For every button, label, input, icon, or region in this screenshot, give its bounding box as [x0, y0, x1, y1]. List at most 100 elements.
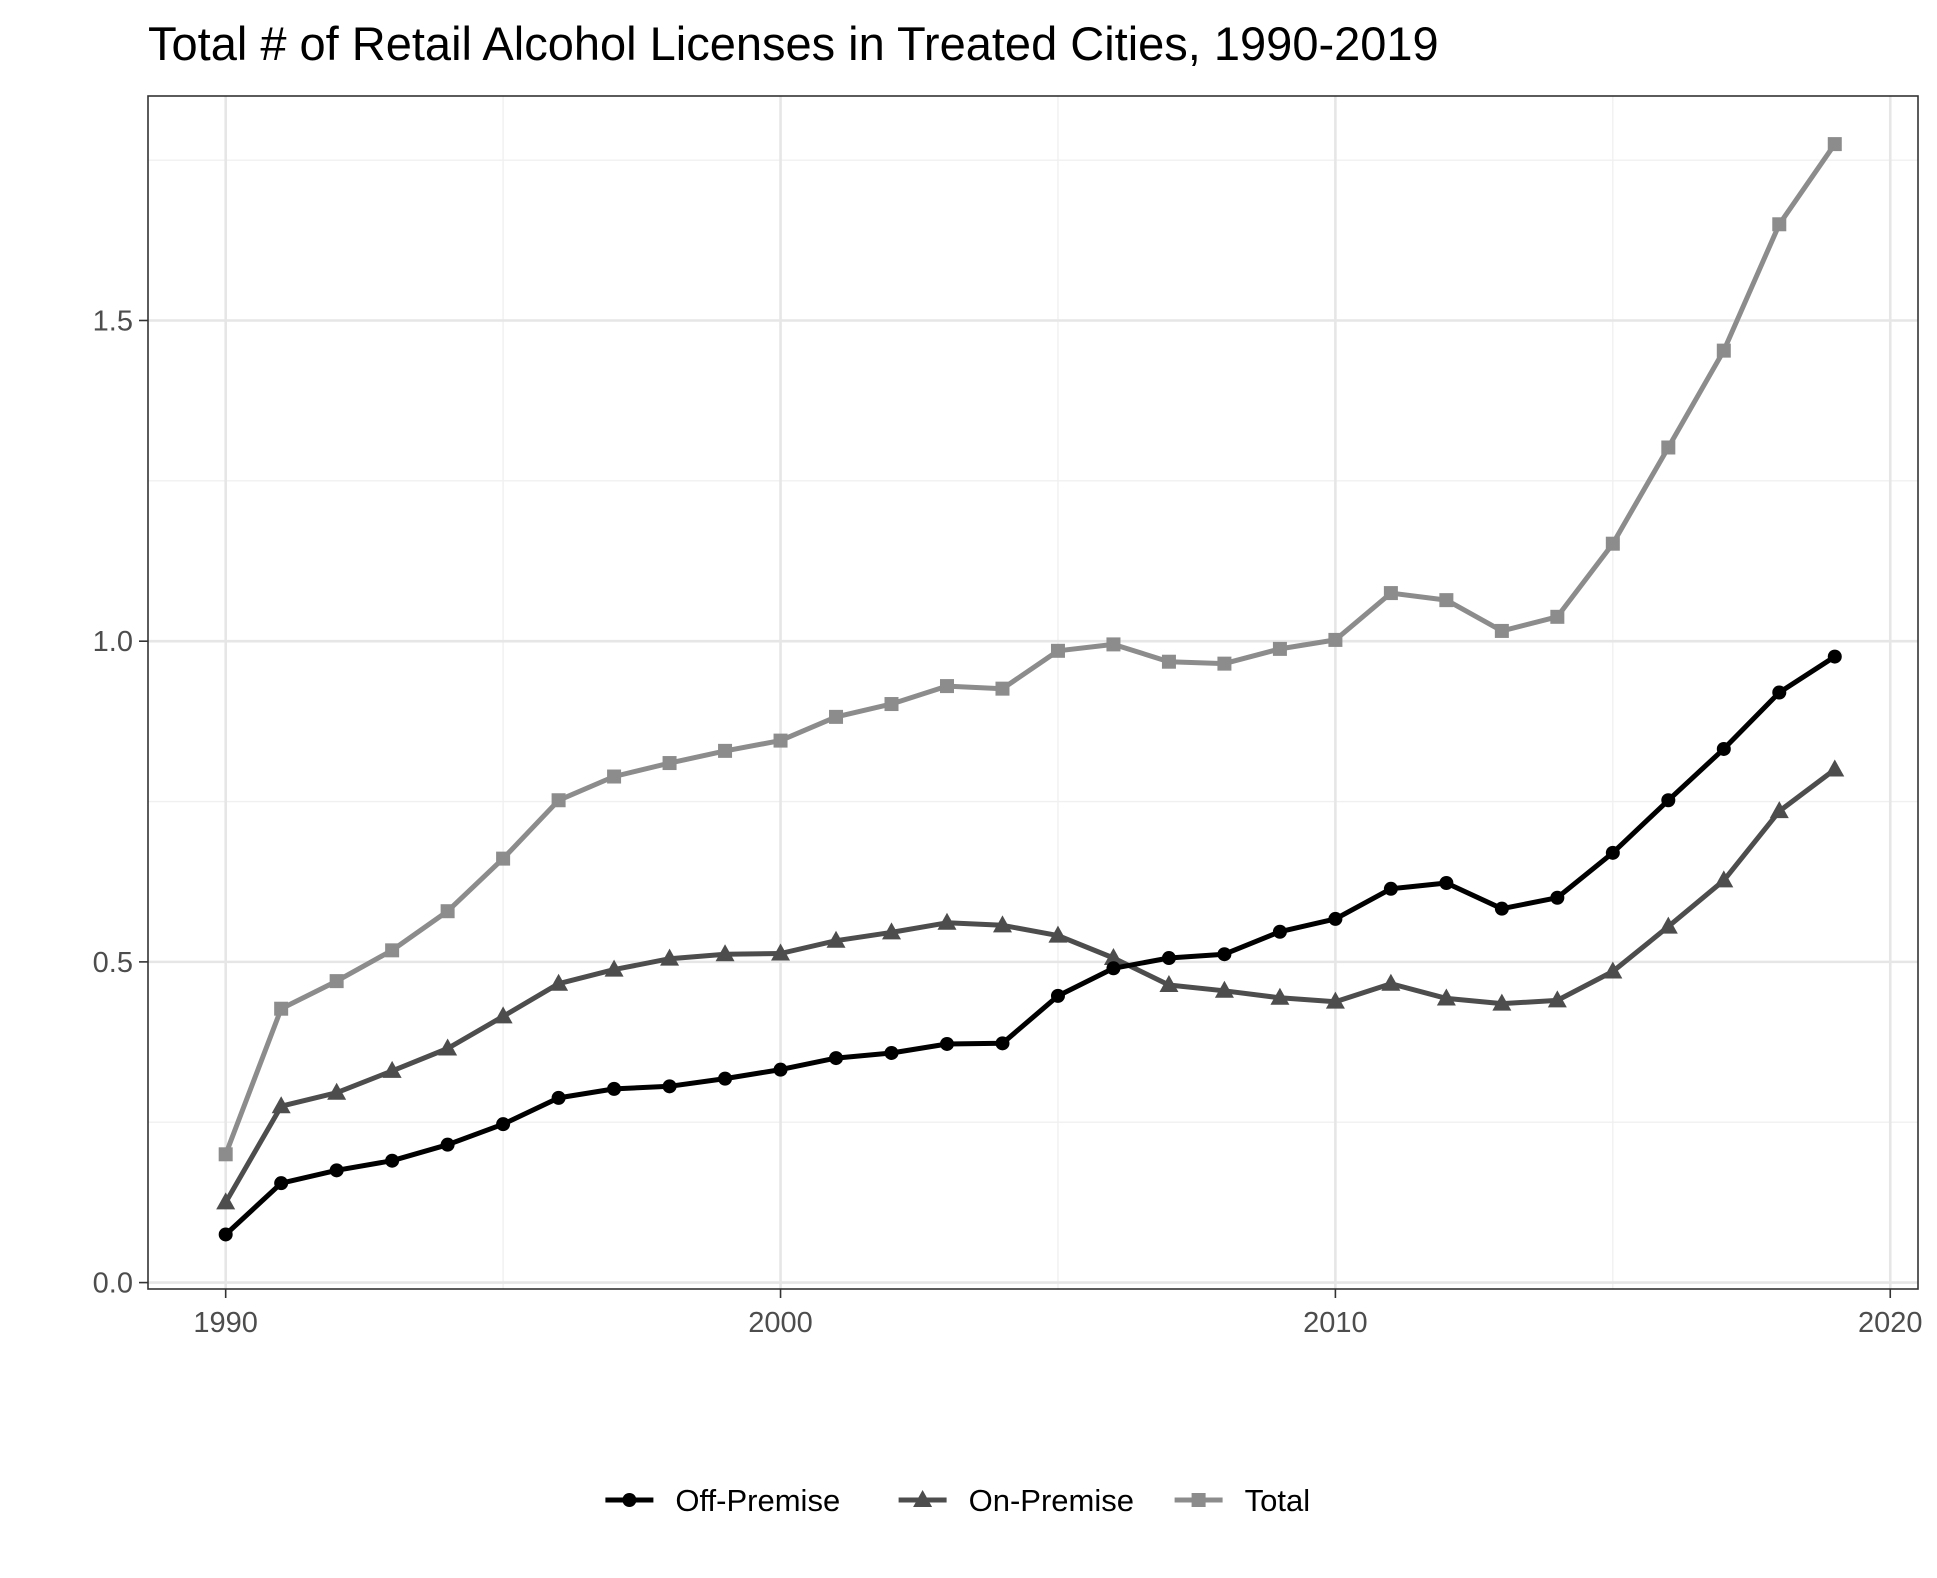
grid-lines: [148, 96, 1918, 1289]
legend-item: Total: [1174, 1483, 1310, 1518]
data-point: [826, 930, 846, 948]
data-point: [939, 679, 954, 694]
data-point: [1492, 993, 1512, 1011]
data-point: [1605, 845, 1620, 860]
data-point: [773, 733, 788, 748]
data-point: [1103, 948, 1123, 966]
data-point: [327, 1082, 347, 1100]
data-point: [1383, 586, 1398, 601]
data-point: [1381, 973, 1401, 991]
legend-key-marker: [1191, 1493, 1206, 1507]
data-point: [718, 743, 733, 758]
data-point: [1605, 536, 1620, 551]
data-point: [1270, 987, 1290, 1005]
series-line: [223, 767, 1838, 1205]
x-tick-label: 1990: [193, 1307, 258, 1339]
data-point: [1161, 654, 1176, 669]
plot-border: [147, 95, 1919, 1290]
data-point: [274, 1001, 289, 1016]
data-point: [660, 948, 680, 966]
data-point: [551, 793, 566, 808]
data-point: [718, 1071, 733, 1086]
data-point: [607, 769, 622, 784]
data-point: [995, 681, 1010, 696]
data-point: [1550, 609, 1565, 624]
chart-title: Total # of Retail Alcohol Licenses in Tr…: [148, 17, 1439, 70]
data-point: [1661, 440, 1676, 455]
x-tick-label: 2000: [748, 1307, 813, 1339]
data-point: [1661, 793, 1676, 808]
data-point: [1603, 961, 1623, 979]
y-tick-label: 0.0: [93, 1268, 133, 1300]
data-point: [271, 1096, 291, 1114]
y-tick-label: 1.5: [93, 305, 133, 337]
data-point: [385, 1153, 400, 1168]
data-point: [1436, 988, 1456, 1006]
series-total: [218, 137, 1842, 1162]
data-point: [715, 944, 735, 962]
data-point: [1716, 741, 1731, 756]
data-point: [438, 1038, 458, 1056]
data-point: [662, 756, 677, 771]
data-point: [1048, 925, 1068, 943]
data-point: [939, 1036, 954, 1051]
data-point: [1328, 911, 1343, 926]
data-point: [1272, 641, 1287, 656]
data-point: [1217, 656, 1232, 671]
data-point: [1383, 881, 1398, 896]
data-point: [1050, 643, 1065, 658]
y-tick-label: 1.0: [93, 626, 133, 658]
data-point: [1547, 990, 1567, 1008]
data-point: [773, 1062, 788, 1077]
data-point: [496, 1117, 511, 1132]
x-tick-label: 2020: [1858, 1307, 1923, 1339]
data-point: [1106, 637, 1121, 652]
legend-label: Off-Premise: [675, 1483, 840, 1518]
data-point: [382, 1060, 402, 1078]
series-on-premise: [216, 759, 1845, 1210]
data-point: [1217, 947, 1232, 962]
data-point: [1827, 137, 1842, 152]
data-point: [1439, 593, 1454, 608]
data-point: [1494, 623, 1509, 638]
legend: Off-Premise On-Premise Total: [605, 1483, 1310, 1518]
data-point: [385, 943, 400, 958]
data-point: [496, 851, 511, 866]
data-point: [882, 922, 902, 940]
data-point: [1159, 974, 1179, 992]
data-point: [1106, 961, 1121, 976]
data-point: [440, 1137, 455, 1152]
data-point: [216, 1192, 236, 1210]
data-point: [551, 1090, 566, 1105]
data-point: [1825, 759, 1845, 777]
data-point: [329, 1163, 344, 1178]
data-point: [218, 1147, 233, 1162]
legend-label: Total: [1245, 1483, 1310, 1518]
data-point: [884, 697, 899, 712]
data-series: [216, 137, 1845, 1242]
data-point: [218, 1227, 233, 1242]
data-point: [1827, 649, 1842, 664]
data-point: [662, 1079, 677, 1094]
x-tick-label: 2010: [1303, 1307, 1368, 1339]
data-point: [440, 904, 455, 919]
data-point: [995, 1036, 1010, 1051]
data-point: [493, 1006, 513, 1024]
plot-panel: [148, 96, 1918, 1289]
data-point: [329, 974, 344, 989]
data-point: [1714, 870, 1734, 888]
legend-key-marker: [913, 1490, 933, 1507]
y-tick-label: 0.5: [93, 947, 133, 979]
data-point: [829, 1051, 844, 1066]
data-point: [274, 1176, 289, 1191]
data-point: [771, 943, 791, 961]
data-point: [1328, 632, 1343, 647]
legend-label: On-Premise: [969, 1483, 1134, 1518]
data-point: [1050, 988, 1065, 1003]
data-point: [607, 1081, 622, 1096]
data-point: [1325, 991, 1345, 1009]
series-off-premise: [218, 649, 1842, 1242]
axes: 1990 2000 2010 2020 0.0 0.5 1.0 1.5: [93, 305, 1923, 1339]
